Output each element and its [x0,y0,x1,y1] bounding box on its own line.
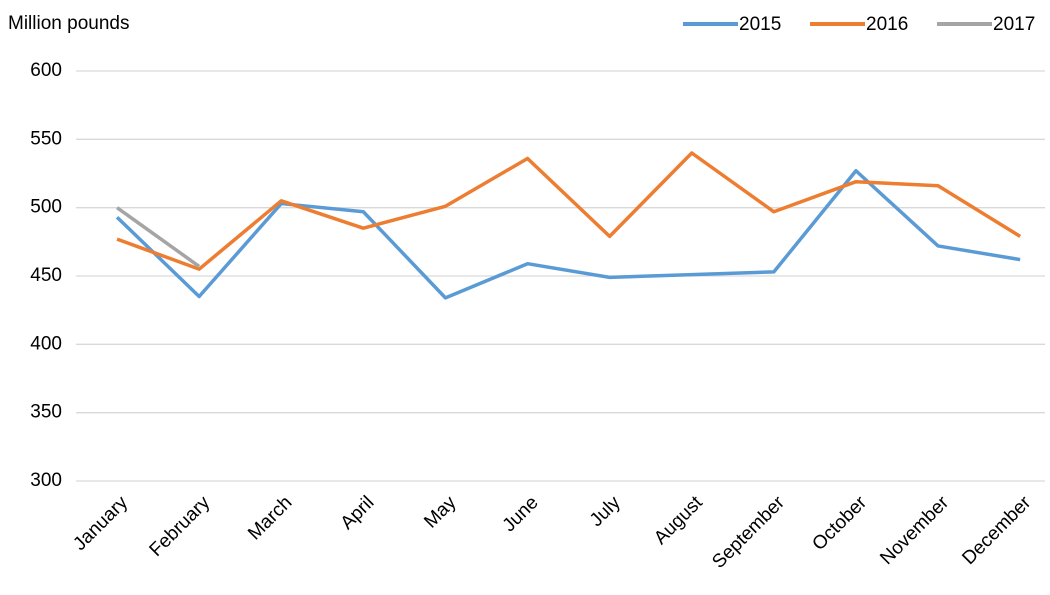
x-tick-label: April [337,492,379,534]
legend-label: 2015 [739,14,781,35]
x-tick-label: November [876,492,953,569]
x-tick-label: May [420,492,461,533]
line-series [116,206,201,268]
x-tick-label: September [708,492,789,573]
legend-label: 2016 [866,14,908,35]
x-tick-label: July [586,492,625,531]
x-tick-label: August [650,492,707,549]
line-series [116,151,1022,271]
y-tick-label: 400 [30,333,62,354]
y-tick-label: 300 [30,470,62,491]
x-tick-label: March [244,492,296,544]
line-series [115,169,1021,300]
x-tick-label: October [808,492,871,555]
x-tick-label: December [958,492,1035,569]
y-tick-label: 350 [30,402,62,423]
legend-label: 2017 [993,14,1035,35]
y-tick-label: 450 [30,265,62,286]
y-axis-label: Million pounds [8,13,129,34]
x-tick-label: June [499,492,543,536]
x-tick-label: January [69,492,132,555]
y-tick-label: 500 [30,197,62,218]
y-tick-label: 600 [30,60,62,81]
y-tick-label: 550 [30,128,62,149]
x-tick-label: February [146,492,215,561]
